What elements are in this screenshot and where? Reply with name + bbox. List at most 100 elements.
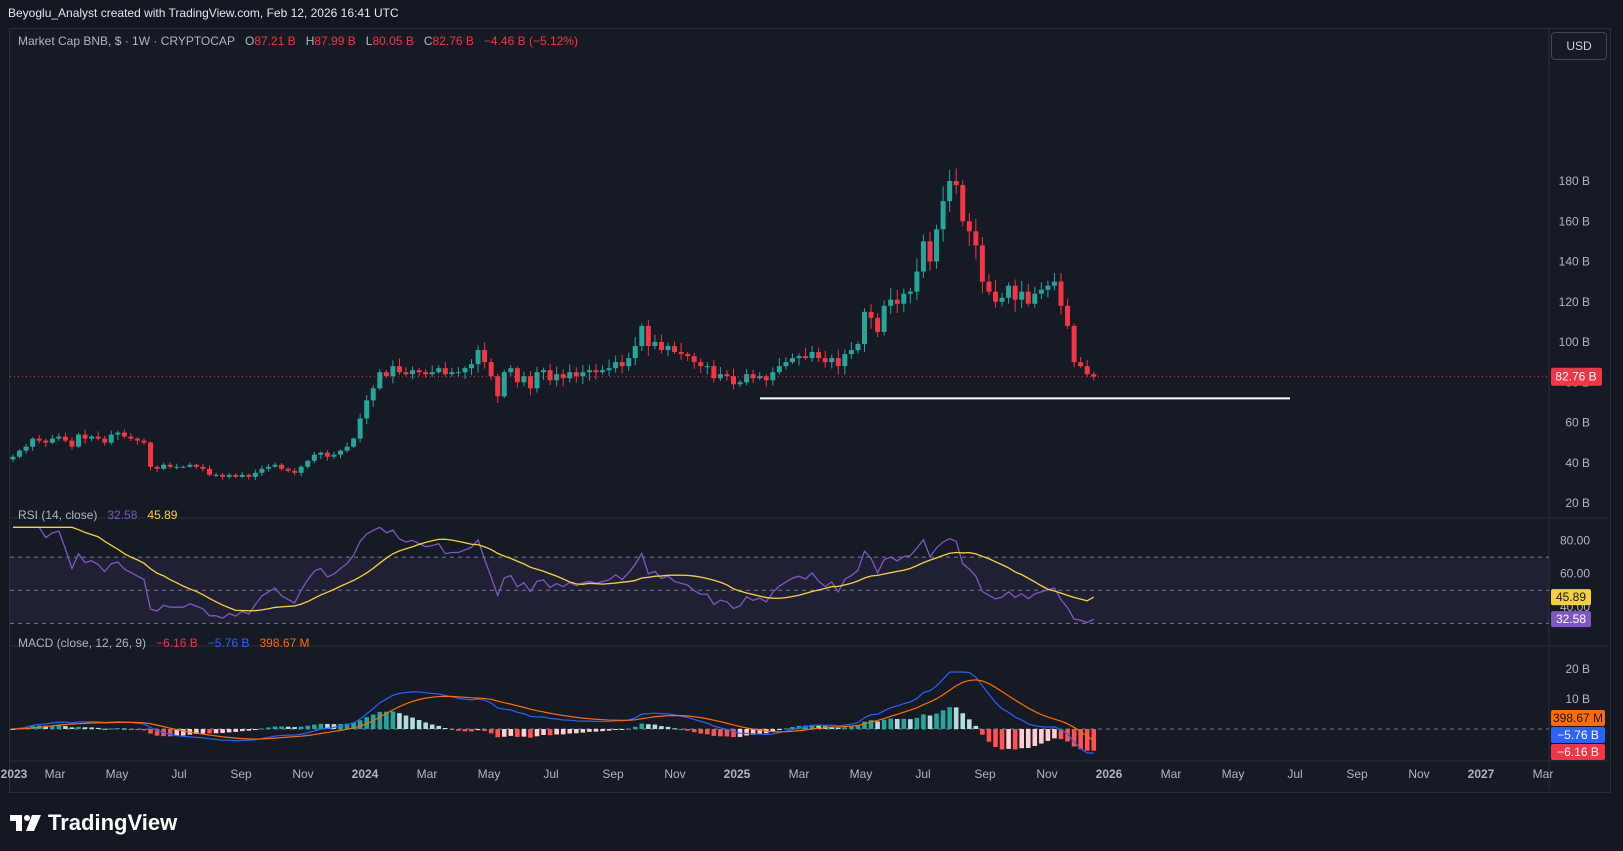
candle-body [940, 201, 946, 230]
macd-histogram-bar [1039, 729, 1044, 744]
rsi-legend[interactable]: RSI (14, close) 32.58 45.89 [18, 508, 177, 522]
candle-body [213, 474, 219, 476]
candle-body [672, 346, 678, 353]
tradingview-logo-icon [10, 815, 41, 831]
macd-histogram-bar [253, 729, 258, 730]
macd-histogram-bar [423, 722, 428, 729]
candle-body [318, 452, 324, 455]
candle-body [62, 436, 68, 441]
candle-body [809, 352, 815, 359]
candle-body [593, 370, 599, 373]
candle-body [49, 438, 55, 443]
time-tick-label: Sep [602, 767, 624, 781]
candle-body [711, 366, 717, 379]
symbol-legend[interactable]: Market Cap BNB, $ · 1W · CRYPTOCAP O87.2… [18, 34, 578, 48]
candle-body [370, 388, 376, 401]
rsi-line [13, 526, 1095, 624]
macd-histogram-bar [547, 729, 553, 736]
macd-histogram-bar [69, 727, 75, 729]
time-tick-label: Nov [1408, 767, 1429, 781]
tradingview-logo[interactable]: TradingView [10, 810, 177, 836]
candle-body [134, 438, 140, 441]
macd-histogram-bar [888, 718, 893, 729]
currency-button[interactable]: USD [1551, 32, 1607, 60]
macd-histogram-bar [567, 729, 573, 734]
macd-histogram-bar [868, 720, 874, 729]
candle-body [914, 271, 920, 292]
macd-histogram-bar [194, 729, 199, 734]
macd-histogram-bar [279, 726, 284, 729]
macd-histogram-bar [416, 719, 422, 729]
candle-body [324, 452, 330, 457]
candle-body [344, 446, 350, 451]
macd-histogram-bar [135, 729, 140, 730]
macd-histogram-bar [456, 729, 461, 731]
macd-histogram-bar [207, 729, 212, 734]
macd-histogram-bar [665, 726, 671, 729]
macd-histogram-bar [790, 726, 795, 729]
candle-body [947, 181, 953, 202]
candle-body [652, 342, 658, 347]
macd-histogram-bar [213, 729, 219, 734]
rsi-tick-label: 80.00 [1560, 534, 1590, 548]
candle-body [901, 293, 907, 304]
time-tick-label: May [478, 767, 501, 781]
macd-histogram-bar [76, 726, 81, 729]
macd-histogram-bar [397, 713, 402, 729]
time-tick-label: Nov [292, 767, 313, 781]
time-tick-label: Mar [417, 767, 438, 781]
time-tick-label: Jul [915, 767, 930, 781]
macd-histogram-bar [829, 726, 835, 729]
candle-body [154, 466, 160, 469]
candle-body [239, 474, 245, 477]
macd-line-badge [1551, 727, 1605, 743]
time-tick-label: Sep [230, 767, 252, 781]
macd-histogram-bar [947, 707, 952, 729]
macd-histogram-bar [1058, 729, 1064, 740]
candle-body [338, 450, 343, 455]
macd-legend[interactable]: MACD (close, 12, 26, 9) −6.16 B −5.76 B … [18, 636, 310, 650]
rsi-ma-line [13, 526, 1095, 612]
macd-histogram-bar [108, 728, 114, 730]
candle-body [226, 474, 232, 477]
macd-histogram-bar [449, 729, 455, 730]
time-tick-label: Sep [974, 767, 996, 781]
macd-histogram-bar [980, 729, 985, 735]
macd-histogram-bar [953, 707, 959, 729]
time-tick-label: 2024 [352, 767, 379, 781]
macd-histogram-bar [1012, 729, 1018, 750]
macd-histogram-bar [574, 729, 579, 734]
candles-group [10, 168, 1097, 481]
macd-histogram-bar [475, 729, 481, 731]
open-label: O [244, 34, 255, 48]
macd-histogram-bar [50, 725, 55, 729]
candle-body [999, 297, 1005, 302]
macd-histogram-bar [410, 717, 415, 729]
macd-histogram-bar [63, 726, 68, 729]
macd-histogram-bar [816, 725, 821, 729]
macd-histogram-bar [901, 718, 907, 729]
macd-histogram-bar [580, 729, 586, 733]
macd-histogram-bar [613, 729, 618, 730]
macd-histogram-bar [894, 719, 900, 729]
macd-hist-badge-label: −6.16 B [1557, 745, 1599, 759]
candle-body [658, 342, 664, 351]
candle-body [193, 464, 199, 467]
candle-body [82, 434, 88, 439]
candle-body [233, 474, 239, 477]
candle-body [920, 241, 926, 272]
macd-histogram-bar [849, 726, 854, 729]
price-tick-label: 100 B [1559, 335, 1590, 349]
candle-body [396, 366, 402, 373]
candle-body [848, 350, 854, 355]
macd-histogram-bar [685, 729, 690, 731]
macd-histogram-bar [809, 724, 815, 729]
last-price-label: 82.76 B [1555, 370, 1596, 384]
macd-histogram-bar [731, 729, 736, 738]
price-tick-label: 60 B [1565, 416, 1590, 430]
macd-histogram-bar [914, 717, 920, 729]
macd-histogram-bar [312, 724, 317, 729]
last-price-badge [1551, 367, 1602, 386]
chart-panel[interactable] [9, 28, 1611, 793]
